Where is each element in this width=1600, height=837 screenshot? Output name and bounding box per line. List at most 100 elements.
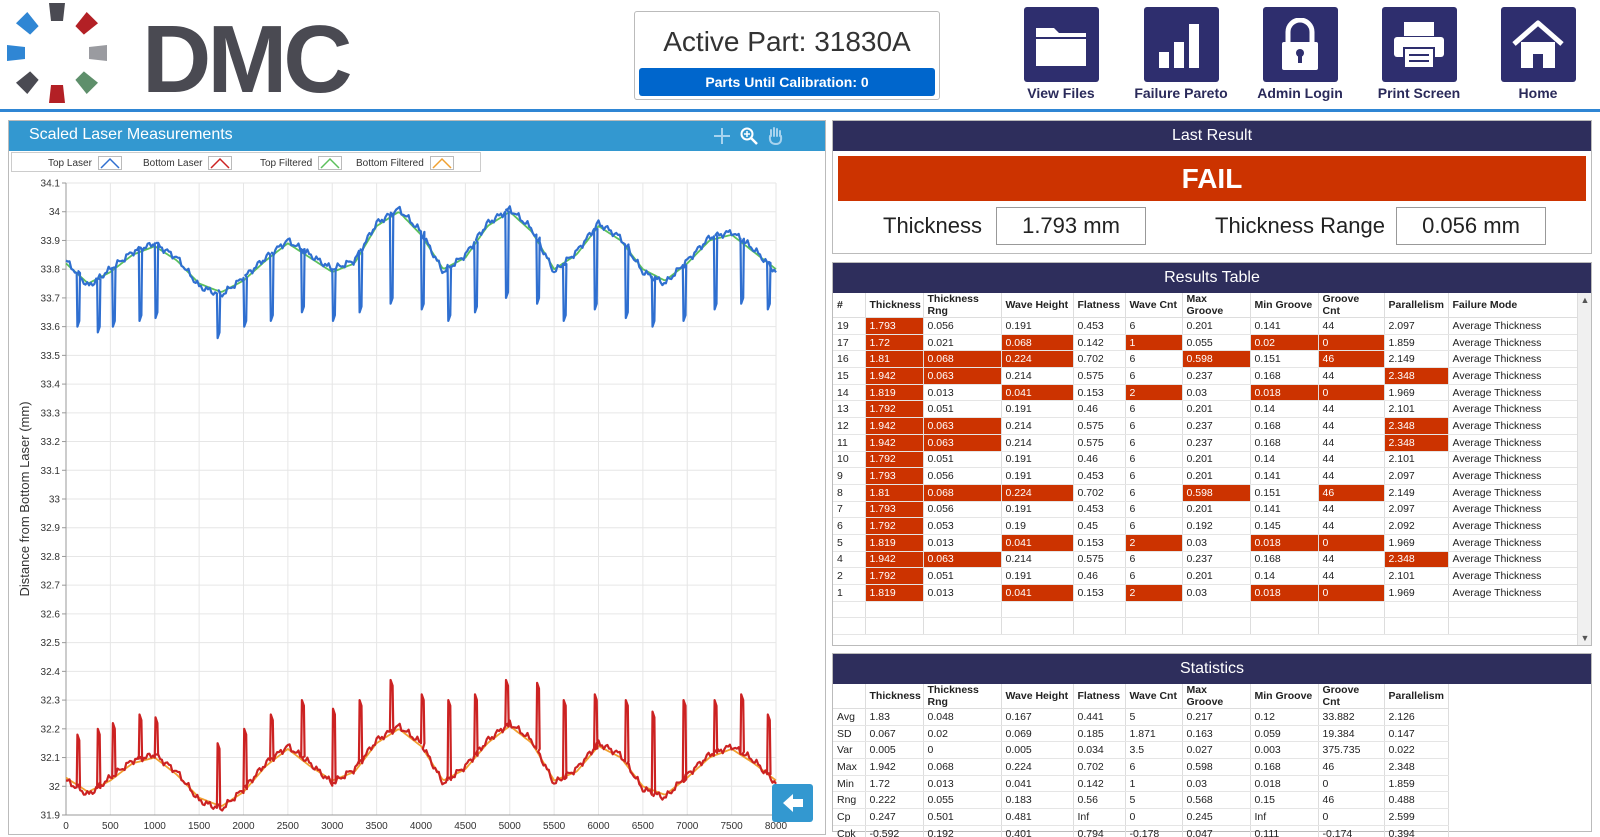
table-cell: Average Thickness bbox=[1448, 551, 1579, 569]
statistics-cell: 0 bbox=[1318, 775, 1385, 793]
results-column-header[interactable]: # bbox=[833, 293, 866, 318]
table-row[interactable]: 10 1.792 0.051 0.191 0.46 6 0.201 0.14 44 2.101 Av… bbox=[833, 451, 1579, 469]
results-table-scroll[interactable]: # Thickness Thickness Rng Wave Height Flatne… bbox=[833, 293, 1591, 645]
table-row[interactable]: 13 1.792 0.051 0.191 0.46 6 0.201 0.14 44 2.101 Av… bbox=[833, 400, 1579, 419]
statistics-cell: Inf bbox=[1250, 808, 1319, 826]
y-tick-label: 32.9 bbox=[41, 523, 61, 534]
x-tick-label: 2000 bbox=[232, 821, 255, 832]
back-button[interactable] bbox=[772, 784, 813, 822]
results-column-header[interactable]: Groove Cnt bbox=[1318, 293, 1385, 318]
y-tick-label: 33 bbox=[49, 495, 61, 506]
results-column-header[interactable]: Flatness bbox=[1073, 293, 1126, 318]
statistics-cell: SD bbox=[833, 725, 866, 743]
laser-plot[interactable]: 0 500 1000 1500 2000 2500 3000 3500 4000 4500 5000… bbox=[9, 173, 825, 835]
results-column-header[interactable]: Max Groove bbox=[1182, 293, 1251, 318]
table-row[interactable]: 15 1.942 0.063 0.214 0.575 6 0.237 0.168 44 2.348… bbox=[833, 367, 1579, 385]
table-cell: Average Thickness bbox=[1448, 367, 1579, 385]
table-row[interactable]: 8 1.81 0.068 0.224 0.702 6 0.598 0.151 46 2.149 Av… bbox=[833, 484, 1579, 502]
results-column-header[interactable]: Failure Mode bbox=[1448, 293, 1579, 318]
empty-cell bbox=[1318, 601, 1385, 619]
results-column-header[interactable]: Parallelism bbox=[1384, 293, 1449, 318]
legend-label: Bottom Filtered bbox=[356, 157, 424, 169]
table-cell: 0.03 bbox=[1182, 584, 1251, 602]
empty-cell bbox=[1448, 601, 1579, 619]
table-cell: 0.14 bbox=[1250, 567, 1319, 585]
table-cell: 8 bbox=[833, 484, 866, 502]
table-cell: 0.168 bbox=[1250, 434, 1319, 452]
table-row[interactable]: 2 1.792 0.051 0.191 0.46 6 0.201 0.14 44 2.101 Ave… bbox=[833, 567, 1579, 585]
table-cell: 4 bbox=[833, 551, 866, 569]
results-column-header[interactable]: Wave Cnt bbox=[1125, 293, 1183, 318]
table-cell: 0.214 bbox=[1001, 434, 1074, 452]
table-row[interactable]: 17 1.72 0.021 0.068 0.142 1 0.055 0.02 0 1.859 Ave… bbox=[833, 334, 1579, 352]
table-row[interactable]: 19 1.793 0.056 0.191 0.453 6 0.201 0.141 44 2.097… bbox=[833, 317, 1579, 335]
x-tick-label: 6500 bbox=[632, 821, 655, 832]
table-row[interactable]: 11 1.942 0.063 0.214 0.575 6 0.237 0.168 44 2.348… bbox=[833, 434, 1579, 452]
table-cell: 0.702 bbox=[1073, 350, 1126, 369]
table-cell: 1.969 bbox=[1384, 534, 1449, 552]
y-tick-label: 33.4 bbox=[41, 380, 61, 391]
results-column-header[interactable]: Thickness Rng bbox=[923, 293, 1002, 318]
table-cell: 0.168 bbox=[1250, 551, 1319, 569]
zoom-icon[interactable] bbox=[739, 126, 759, 146]
table-cell: 6 bbox=[1125, 501, 1183, 519]
table-row[interactable]: 1 1.819 0.013 0.041 0.153 2 0.03 0.018 0 1.969 Ave… bbox=[833, 584, 1579, 602]
table-cell: 0.575 bbox=[1073, 434, 1126, 452]
statistics-cell: Cpk bbox=[833, 825, 866, 837]
results-column-header[interactable]: Wave Height bbox=[1001, 293, 1074, 318]
table-row[interactable]: 4 1.942 0.063 0.214 0.575 6 0.237 0.168 44 2.348 A… bbox=[833, 551, 1579, 569]
failure-pareto-button[interactable]: Failure Pareto bbox=[1121, 7, 1241, 105]
statistics-cell: 46 bbox=[1318, 758, 1385, 776]
view-files-button[interactable]: View Files bbox=[1001, 7, 1121, 105]
table-cell: 0.063 bbox=[923, 367, 1002, 385]
table-cell: 0.453 bbox=[1073, 317, 1126, 335]
legend-item[interactable]: Top Filtered bbox=[260, 156, 343, 170]
table-row[interactable]: 14 1.819 0.013 0.041 0.153 2 0.03 0.018 0 1.969 Av… bbox=[833, 384, 1579, 402]
statistics-column-header: Thickness Rng bbox=[923, 684, 1002, 709]
x-tick-label: 8000 bbox=[765, 821, 788, 832]
home-button[interactable]: Home bbox=[1478, 7, 1598, 105]
x-tick-label: 3000 bbox=[321, 821, 344, 832]
table-row[interactable]: 6 1.792 0.053 0.19 0.45 6 0.192 0.145 44 2.092 Ave… bbox=[833, 517, 1579, 535]
table-cell: 6 bbox=[833, 517, 866, 535]
statistics-cell: 0.501 bbox=[923, 808, 1002, 826]
legend-item[interactable]: Top Laser bbox=[48, 156, 122, 170]
table-cell: 1.81 bbox=[865, 484, 924, 502]
admin-login-button[interactable]: Admin Login bbox=[1240, 7, 1360, 105]
statistics-cell: 0.048 bbox=[923, 708, 1002, 726]
x-tick-label: 0 bbox=[63, 821, 69, 832]
thickness-label: Thickness bbox=[883, 213, 983, 238]
printer-icon bbox=[1381, 7, 1457, 82]
legend-item[interactable]: Bottom Laser bbox=[143, 156, 233, 170]
statistics-cell: 0.224 bbox=[1001, 758, 1074, 776]
table-cell: 0.237 bbox=[1182, 367, 1251, 385]
scroll-down-icon[interactable]: ▼ bbox=[1580, 633, 1590, 643]
table-cell: Average Thickness bbox=[1448, 350, 1579, 369]
table-cell: 0.153 bbox=[1073, 384, 1126, 402]
y-tick-label: 32.6 bbox=[41, 609, 61, 620]
crosshair-icon[interactable] bbox=[712, 126, 732, 146]
statistics-cell: 0.192 bbox=[923, 825, 1002, 837]
table-cell: 46 bbox=[1318, 484, 1385, 502]
table-row[interactable]: 9 1.793 0.056 0.191 0.453 6 0.201 0.141 44 2.097 A… bbox=[833, 467, 1579, 485]
table-cell: 0.214 bbox=[1001, 551, 1074, 569]
statistics-cell: 0.147 bbox=[1384, 725, 1449, 743]
statistics-cell: 0.027 bbox=[1182, 741, 1251, 760]
results-table-panel: Results Table # Thickness Thickness Rng Wav… bbox=[832, 262, 1592, 646]
print-screen-button[interactable]: Print Screen bbox=[1359, 7, 1479, 105]
table-cell: 0.14 bbox=[1250, 451, 1319, 469]
legend-item[interactable]: Bottom Filtered bbox=[356, 156, 454, 170]
results-column-header[interactable]: Thickness bbox=[865, 293, 924, 318]
table-row[interactable]: 5 1.819 0.013 0.041 0.153 2 0.03 0.018 0 1.969 Ave… bbox=[833, 534, 1579, 552]
table-cell: 0.063 bbox=[923, 417, 1002, 435]
statistics-title: Statistics bbox=[833, 654, 1591, 684]
scroll-up-icon[interactable]: ▲ bbox=[1580, 295, 1590, 305]
results-column-header[interactable]: Min Groove bbox=[1250, 293, 1319, 318]
table-row[interactable]: 16 1.81 0.068 0.224 0.702 6 0.598 0.151 46 2.149 A… bbox=[833, 350, 1579, 369]
pan-hand-icon[interactable] bbox=[766, 126, 786, 146]
x-tick-label: 3500 bbox=[366, 821, 389, 832]
table-cell: 16 bbox=[833, 350, 866, 369]
table-row[interactable]: 12 1.942 0.063 0.214 0.575 6 0.237 0.168 44 2.348… bbox=[833, 417, 1579, 435]
results-scrollbar[interactable]: ▲ ▼ bbox=[1577, 293, 1591, 645]
table-row[interactable]: 7 1.793 0.056 0.191 0.453 6 0.201 0.141 44 2.097 A… bbox=[833, 501, 1579, 519]
